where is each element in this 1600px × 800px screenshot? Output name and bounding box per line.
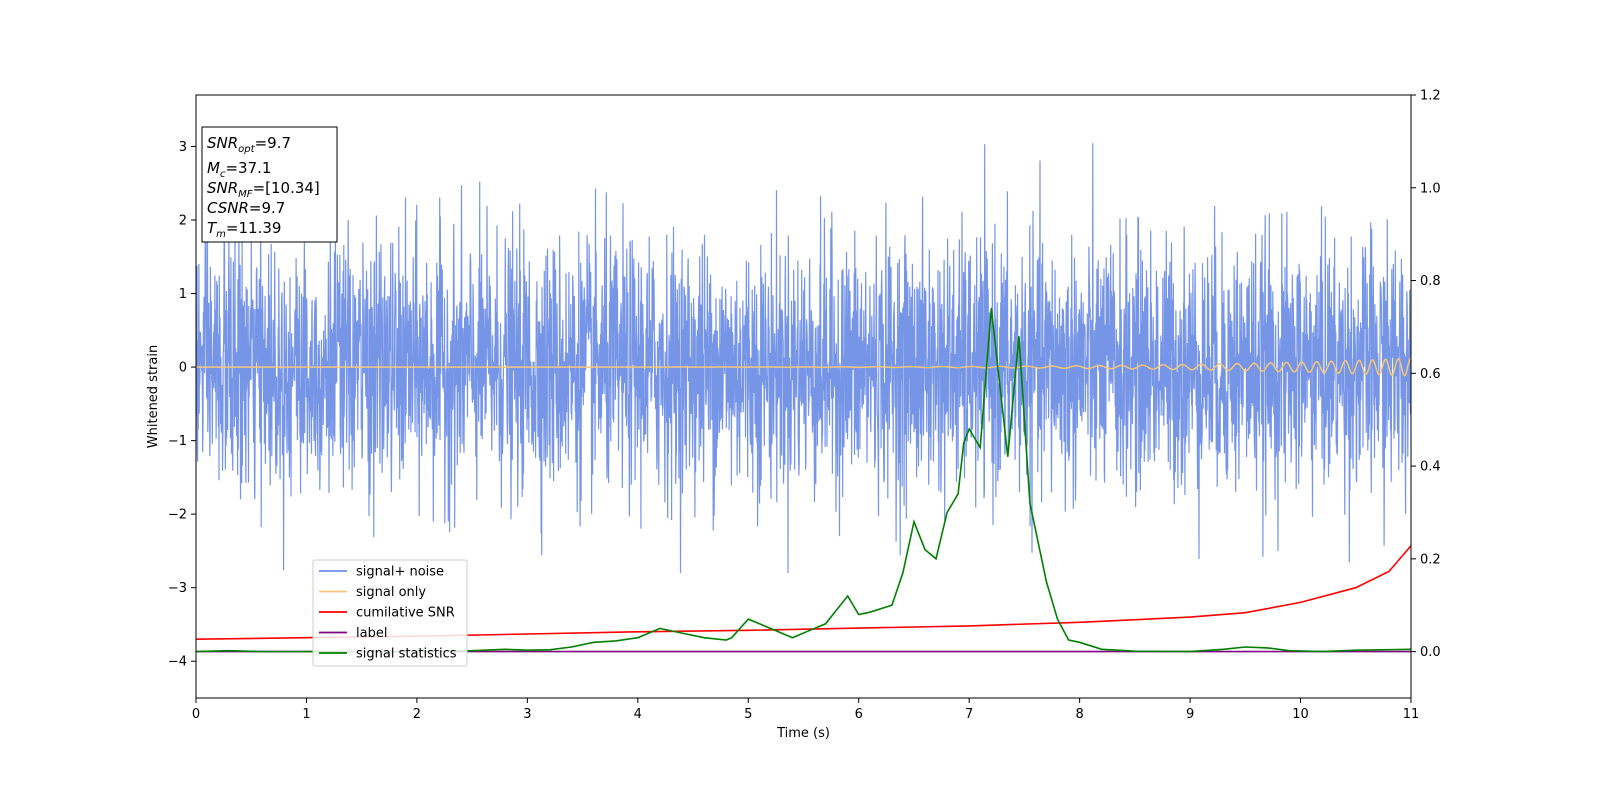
legend-signal-only-label: signal only	[356, 585, 426, 600]
y-tick-label: −4	[168, 655, 187, 670]
x-tick-label: 2	[413, 707, 421, 722]
x-tick-label: 9	[1186, 707, 1194, 722]
y2-tick-label: 1.0	[1420, 181, 1441, 196]
annotation-csnr: CSNR=9.7	[207, 199, 285, 217]
x-tick-label: 5	[744, 707, 752, 722]
y-tick-label: 0	[179, 361, 187, 376]
x-tick-label: 1	[302, 707, 310, 722]
annotation-tm: Tm=11.39	[207, 219, 281, 240]
annotation-snr-opt: SNRopt=9.7	[207, 134, 291, 155]
y2-tick-label: 0.6	[1420, 367, 1441, 382]
series-signal-noise-line	[196, 143, 1411, 574]
x-tick-label: 4	[634, 707, 642, 722]
y2-tick-label: 1.2	[1420, 89, 1441, 104]
x-tick-label: 11	[1403, 707, 1420, 722]
legend-signal-statistics-label: signal statistics	[356, 647, 457, 662]
series-signal-statistics-line	[196, 308, 1411, 653]
legend-signal-noise-label: signal+ noise	[356, 565, 444, 580]
x-tick-label: 0	[192, 707, 200, 722]
x-tick-label: 6	[855, 707, 863, 722]
x-tick-label: 3	[523, 707, 531, 722]
x-tick-label: 7	[965, 707, 973, 722]
y-tick-label: −2	[168, 508, 187, 523]
axes-layer	[195, 94, 1412, 699]
plot-frame	[195, 94, 1412, 699]
y-tick-label: −1	[168, 434, 187, 449]
x-tick-label: 10	[1292, 707, 1309, 722]
legend: signal+ noise signal only cumilative SNR la…	[312, 559, 468, 667]
annotation-box: SNRopt=9.7 Mc=37.1 SNRMF=[10.34] CSNR=9.…	[201, 126, 338, 243]
y2-tick-label: 0.2	[1420, 552, 1441, 567]
annotation-snr-mf: SNRMF=[10.34]	[207, 179, 320, 200]
legend-label-label: label	[356, 626, 387, 641]
y2-tick-label: 0.0	[1420, 645, 1441, 660]
y-tick-label: 2	[179, 214, 187, 229]
ticks-layer: 0 1 2 3 4 5 6 7 8 9 10 11 −4 −3 −2 −1 0 1 2 3 0.0 0.2 0.4 0.6 0.…	[168, 89, 1441, 723]
y2-tick-label: 0.8	[1420, 274, 1441, 289]
x-tick-label: 8	[1075, 707, 1083, 722]
y-tick-label: 1	[179, 287, 187, 302]
y2-tick-label: 0.4	[1420, 460, 1441, 475]
y-axis-label: Whitened strain	[146, 345, 161, 448]
annotation-mc: Mc=37.1	[207, 159, 271, 180]
legend-cumilative-snr-label: cumilative SNR	[356, 606, 455, 621]
x-axis-label: Time (s)	[776, 726, 830, 741]
series-signal-only-line	[196, 357, 1411, 377]
y-tick-label: −3	[168, 581, 187, 596]
y-tick-label: 3	[179, 140, 187, 155]
